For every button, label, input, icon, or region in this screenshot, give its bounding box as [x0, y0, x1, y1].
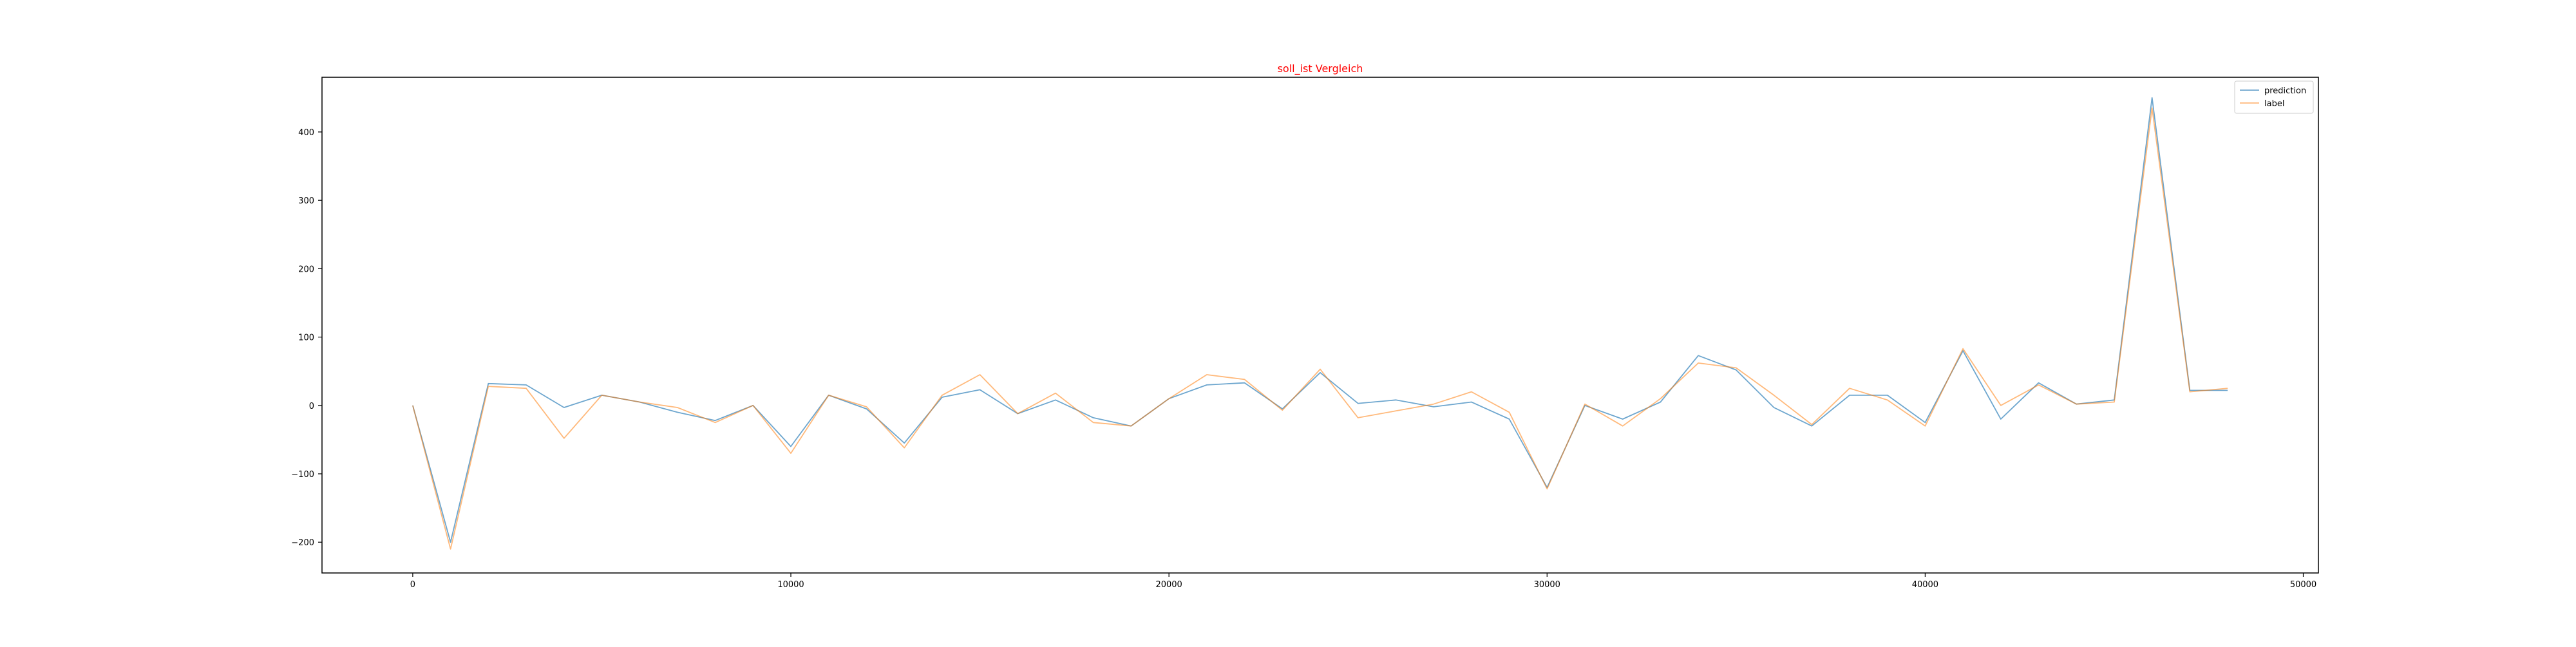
- series-line-label: [412, 107, 2228, 550]
- x-tick-label: 40000: [1912, 580, 1938, 590]
- x-tick-label: 0: [410, 580, 415, 590]
- legend-box: [2234, 80, 2314, 114]
- y-tick-label: 200: [298, 265, 314, 274]
- y-tick-label: 400: [298, 128, 314, 138]
- legend-label-prediction: prediction: [2264, 86, 2306, 96]
- y-tick-label: −100: [291, 470, 314, 480]
- chart-title: soll_ist Vergleich: [1278, 62, 1363, 75]
- x-tick-label: 50000: [2290, 580, 2316, 590]
- x-axis: 0 10000 20000 30000 40000 50000: [410, 573, 2316, 590]
- x-tick-label: 30000: [1534, 580, 1560, 590]
- legend-label-label: label: [2264, 99, 2284, 109]
- y-tick-label: 0: [309, 402, 314, 411]
- series-group: [412, 97, 2228, 550]
- x-tick-label: 10000: [777, 580, 804, 590]
- x-tick-label: 20000: [1155, 580, 1182, 590]
- y-tick-label: 100: [298, 333, 314, 343]
- plot-area: [321, 77, 2319, 574]
- y-axis: −200 −100 0 100 200 300 400: [291, 128, 322, 548]
- legend: prediction label: [2234, 80, 2314, 114]
- series-line-prediction: [412, 97, 2228, 543]
- y-tick-label: 300: [298, 196, 314, 206]
- y-tick-label: −200: [291, 538, 314, 548]
